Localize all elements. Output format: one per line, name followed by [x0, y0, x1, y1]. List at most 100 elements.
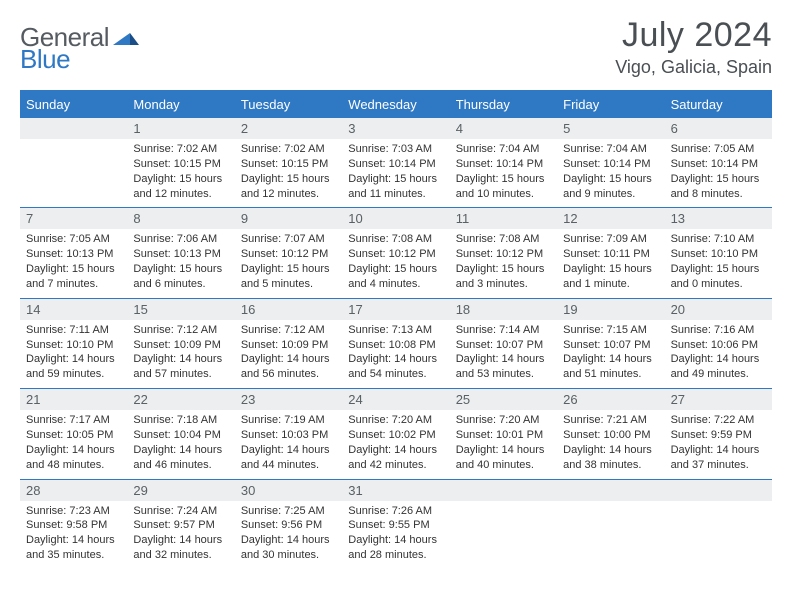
sunset-line: Sunset: 10:04 PM — [133, 428, 228, 443]
day-cell: 6Sunrise: 7:05 AMSunset: 10:14 PMDayligh… — [665, 118, 772, 207]
logo-text-blue: Blue — [20, 44, 70, 74]
day-cell: 19Sunrise: 7:15 AMSunset: 10:07 PMDaylig… — [557, 299, 664, 388]
day-cell: 23Sunrise: 7:19 AMSunset: 10:03 PMDaylig… — [235, 389, 342, 478]
day-body — [557, 501, 664, 510]
daylight-line: Daylight: 14 hours and 30 minutes. — [241, 533, 336, 563]
sunrise-line: Sunrise: 7:02 AM — [133, 142, 228, 157]
daylight-line: Daylight: 14 hours and 49 minutes. — [671, 352, 766, 382]
sunrise-line: Sunrise: 7:21 AM — [563, 413, 658, 428]
daylight-line: Daylight: 15 hours and 8 minutes. — [671, 172, 766, 202]
day-number: 12 — [557, 208, 664, 229]
day-cell: 30Sunrise: 7:25 AMSunset: 9:56 PMDayligh… — [235, 480, 342, 569]
daylight-line: Daylight: 15 hours and 11 minutes. — [348, 172, 443, 202]
daylight-line: Daylight: 14 hours and 59 minutes. — [26, 352, 121, 382]
sunset-line: Sunset: 10:02 PM — [348, 428, 443, 443]
dow-row: Sunday Monday Tuesday Wednesday Thursday… — [20, 92, 772, 118]
day-body: Sunrise: 7:26 AMSunset: 9:55 PMDaylight:… — [342, 501, 449, 569]
sunrise-line: Sunrise: 7:09 AM — [563, 232, 658, 247]
sunset-line: Sunset: 10:03 PM — [241, 428, 336, 443]
day-number: 19 — [557, 299, 664, 320]
sunrise-line: Sunrise: 7:04 AM — [563, 142, 658, 157]
day-cell: 28Sunrise: 7:23 AMSunset: 9:58 PMDayligh… — [20, 480, 127, 569]
day-cell — [20, 118, 127, 207]
day-body: Sunrise: 7:14 AMSunset: 10:07 PMDaylight… — [450, 320, 557, 388]
week-row: 28Sunrise: 7:23 AMSunset: 9:58 PMDayligh… — [20, 479, 772, 569]
logo-blue-wrap: Blue — [20, 44, 70, 75]
day-cell: 2Sunrise: 7:02 AMSunset: 10:15 PMDayligh… — [235, 118, 342, 207]
sunrise-line: Sunrise: 7:08 AM — [456, 232, 551, 247]
day-body — [450, 501, 557, 510]
daylight-line: Daylight: 14 hours and 42 minutes. — [348, 443, 443, 473]
day-body: Sunrise: 7:12 AMSunset: 10:09 PMDaylight… — [235, 320, 342, 388]
sunset-line: Sunset: 10:06 PM — [671, 338, 766, 353]
day-cell: 18Sunrise: 7:14 AMSunset: 10:07 PMDaylig… — [450, 299, 557, 388]
day-number: 20 — [665, 299, 772, 320]
sunrise-line: Sunrise: 7:13 AM — [348, 323, 443, 338]
day-body: Sunrise: 7:20 AMSunset: 10:01 PMDaylight… — [450, 410, 557, 478]
sunset-line: Sunset: 10:13 PM — [26, 247, 121, 262]
week-row: 1Sunrise: 7:02 AMSunset: 10:15 PMDayligh… — [20, 118, 772, 207]
sunset-line: Sunset: 10:12 PM — [348, 247, 443, 262]
sunset-line: Sunset: 9:58 PM — [26, 518, 121, 533]
day-body: Sunrise: 7:24 AMSunset: 9:57 PMDaylight:… — [127, 501, 234, 569]
day-cell: 16Sunrise: 7:12 AMSunset: 10:09 PMDaylig… — [235, 299, 342, 388]
sunset-line: Sunset: 10:07 PM — [456, 338, 551, 353]
daylight-line: Daylight: 15 hours and 1 minute. — [563, 262, 658, 292]
sunrise-line: Sunrise: 7:06 AM — [133, 232, 228, 247]
sunset-line: Sunset: 10:15 PM — [241, 157, 336, 172]
location-subtitle: Vigo, Galicia, Spain — [615, 57, 772, 78]
day-number: 18 — [450, 299, 557, 320]
dow-thu: Thursday — [450, 92, 557, 118]
day-cell: 13Sunrise: 7:10 AMSunset: 10:10 PMDaylig… — [665, 208, 772, 297]
sunset-line: Sunset: 10:12 PM — [241, 247, 336, 262]
day-number: 9 — [235, 208, 342, 229]
day-number: 1 — [127, 118, 234, 139]
day-cell: 31Sunrise: 7:26 AMSunset: 9:55 PMDayligh… — [342, 480, 449, 569]
day-body: Sunrise: 7:11 AMSunset: 10:10 PMDaylight… — [20, 320, 127, 388]
daylight-line: Daylight: 14 hours and 46 minutes. — [133, 443, 228, 473]
day-cell: 3Sunrise: 7:03 AMSunset: 10:14 PMDayligh… — [342, 118, 449, 207]
sunrise-line: Sunrise: 7:15 AM — [563, 323, 658, 338]
page: General July 2024 Vigo, Galicia, Spain B… — [0, 0, 792, 612]
day-cell: 21Sunrise: 7:17 AMSunset: 10:05 PMDaylig… — [20, 389, 127, 478]
title-block: July 2024 Vigo, Galicia, Spain — [615, 16, 772, 78]
week-row: 7Sunrise: 7:05 AMSunset: 10:13 PMDayligh… — [20, 207, 772, 297]
day-cell: 29Sunrise: 7:24 AMSunset: 9:57 PMDayligh… — [127, 480, 234, 569]
daylight-line: Daylight: 14 hours and 32 minutes. — [133, 533, 228, 563]
day-body: Sunrise: 7:02 AMSunset: 10:15 PMDaylight… — [127, 139, 234, 207]
day-body: Sunrise: 7:10 AMSunset: 10:10 PMDaylight… — [665, 229, 772, 297]
sunset-line: Sunset: 10:09 PM — [133, 338, 228, 353]
daylight-line: Daylight: 15 hours and 7 minutes. — [26, 262, 121, 292]
day-number: 24 — [342, 389, 449, 410]
day-number: 16 — [235, 299, 342, 320]
day-cell: 26Sunrise: 7:21 AMSunset: 10:00 PMDaylig… — [557, 389, 664, 478]
sunset-line: Sunset: 10:00 PM — [563, 428, 658, 443]
daylight-line: Daylight: 14 hours and 35 minutes. — [26, 533, 121, 563]
day-cell: 10Sunrise: 7:08 AMSunset: 10:12 PMDaylig… — [342, 208, 449, 297]
sunrise-line: Sunrise: 7:25 AM — [241, 504, 336, 519]
daylight-line: Daylight: 15 hours and 5 minutes. — [241, 262, 336, 292]
daylight-line: Daylight: 14 hours and 54 minutes. — [348, 352, 443, 382]
day-number: 3 — [342, 118, 449, 139]
day-cell — [557, 480, 664, 569]
day-body: Sunrise: 7:03 AMSunset: 10:14 PMDaylight… — [342, 139, 449, 207]
dow-mon: Monday — [127, 92, 234, 118]
sunrise-line: Sunrise: 7:03 AM — [348, 142, 443, 157]
sunset-line: Sunset: 9:56 PM — [241, 518, 336, 533]
day-body: Sunrise: 7:20 AMSunset: 10:02 PMDaylight… — [342, 410, 449, 478]
sunset-line: Sunset: 10:13 PM — [133, 247, 228, 262]
day-cell — [450, 480, 557, 569]
day-number — [557, 480, 664, 501]
sunrise-line: Sunrise: 7:26 AM — [348, 504, 443, 519]
daylight-line: Daylight: 14 hours and 51 minutes. — [563, 352, 658, 382]
day-body: Sunrise: 7:08 AMSunset: 10:12 PMDaylight… — [342, 229, 449, 297]
sunrise-line: Sunrise: 7:20 AM — [348, 413, 443, 428]
day-number: 13 — [665, 208, 772, 229]
day-body: Sunrise: 7:22 AMSunset: 9:59 PMDaylight:… — [665, 410, 772, 478]
weeks-container: 1Sunrise: 7:02 AMSunset: 10:15 PMDayligh… — [20, 118, 772, 569]
sunrise-line: Sunrise: 7:05 AM — [26, 232, 121, 247]
sunset-line: Sunset: 9:59 PM — [671, 428, 766, 443]
day-body: Sunrise: 7:07 AMSunset: 10:12 PMDaylight… — [235, 229, 342, 297]
daylight-line: Daylight: 15 hours and 12 minutes. — [133, 172, 228, 202]
daylight-line: Daylight: 14 hours and 37 minutes. — [671, 443, 766, 473]
